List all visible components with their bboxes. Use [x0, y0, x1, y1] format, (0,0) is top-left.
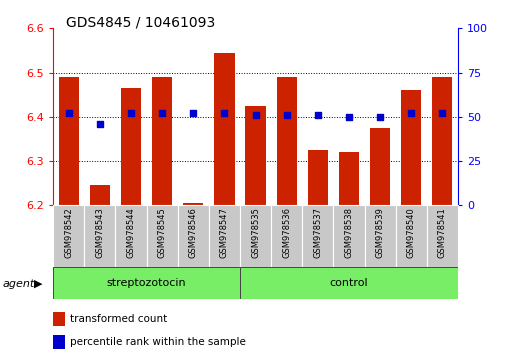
Bar: [245, 106, 265, 205]
Point: [407, 110, 415, 116]
Text: GSM978535: GSM978535: [250, 207, 260, 258]
Text: control: control: [329, 278, 368, 288]
Bar: [121, 88, 141, 205]
Bar: [369, 128, 389, 205]
Bar: [146, 205, 177, 267]
Text: GSM978543: GSM978543: [95, 207, 104, 258]
Text: ▶: ▶: [34, 279, 43, 289]
Point: [65, 110, 73, 116]
Bar: [209, 205, 239, 267]
Point: [251, 112, 259, 118]
Text: GSM978537: GSM978537: [313, 207, 322, 258]
Bar: [59, 77, 79, 205]
Bar: [84, 205, 115, 267]
Point: [189, 110, 197, 116]
Point: [437, 110, 445, 116]
Bar: [271, 205, 301, 267]
Text: GSM978544: GSM978544: [126, 207, 135, 258]
Bar: [395, 205, 426, 267]
Point: [282, 112, 290, 118]
Bar: [239, 205, 271, 267]
Bar: [53, 267, 239, 299]
Bar: [53, 335, 65, 349]
Bar: [307, 150, 327, 205]
Bar: [183, 203, 203, 205]
Text: percentile rank within the sample: percentile rank within the sample: [70, 337, 246, 347]
Bar: [426, 205, 457, 267]
Text: GSM978538: GSM978538: [344, 207, 353, 258]
Bar: [89, 185, 110, 205]
Point: [313, 112, 321, 118]
Text: streptozotocin: streptozotocin: [107, 278, 186, 288]
Bar: [152, 77, 172, 205]
Point: [220, 110, 228, 116]
Text: GSM978540: GSM978540: [406, 207, 415, 258]
Text: GSM978547: GSM978547: [220, 207, 228, 258]
Bar: [53, 205, 84, 267]
Text: agent: agent: [3, 279, 35, 289]
Bar: [239, 267, 457, 299]
Text: GSM978542: GSM978542: [64, 207, 73, 258]
Point: [375, 114, 383, 120]
Text: GSM978546: GSM978546: [188, 207, 197, 258]
Text: GDS4845 / 10461093: GDS4845 / 10461093: [66, 16, 215, 30]
Bar: [301, 205, 333, 267]
Bar: [276, 77, 296, 205]
Text: GSM978541: GSM978541: [437, 207, 446, 258]
Bar: [333, 205, 364, 267]
Bar: [364, 205, 395, 267]
Bar: [53, 312, 65, 326]
Bar: [115, 205, 146, 267]
Bar: [431, 77, 451, 205]
Point: [95, 121, 104, 127]
Bar: [338, 152, 359, 205]
Bar: [214, 53, 234, 205]
Point: [158, 110, 166, 116]
Bar: [177, 205, 209, 267]
Point: [127, 110, 135, 116]
Text: transformed count: transformed count: [70, 314, 167, 324]
Bar: [400, 90, 421, 205]
Text: GSM978545: GSM978545: [157, 207, 166, 258]
Point: [344, 114, 352, 120]
Text: GSM978539: GSM978539: [375, 207, 384, 258]
Text: GSM978536: GSM978536: [282, 207, 290, 258]
